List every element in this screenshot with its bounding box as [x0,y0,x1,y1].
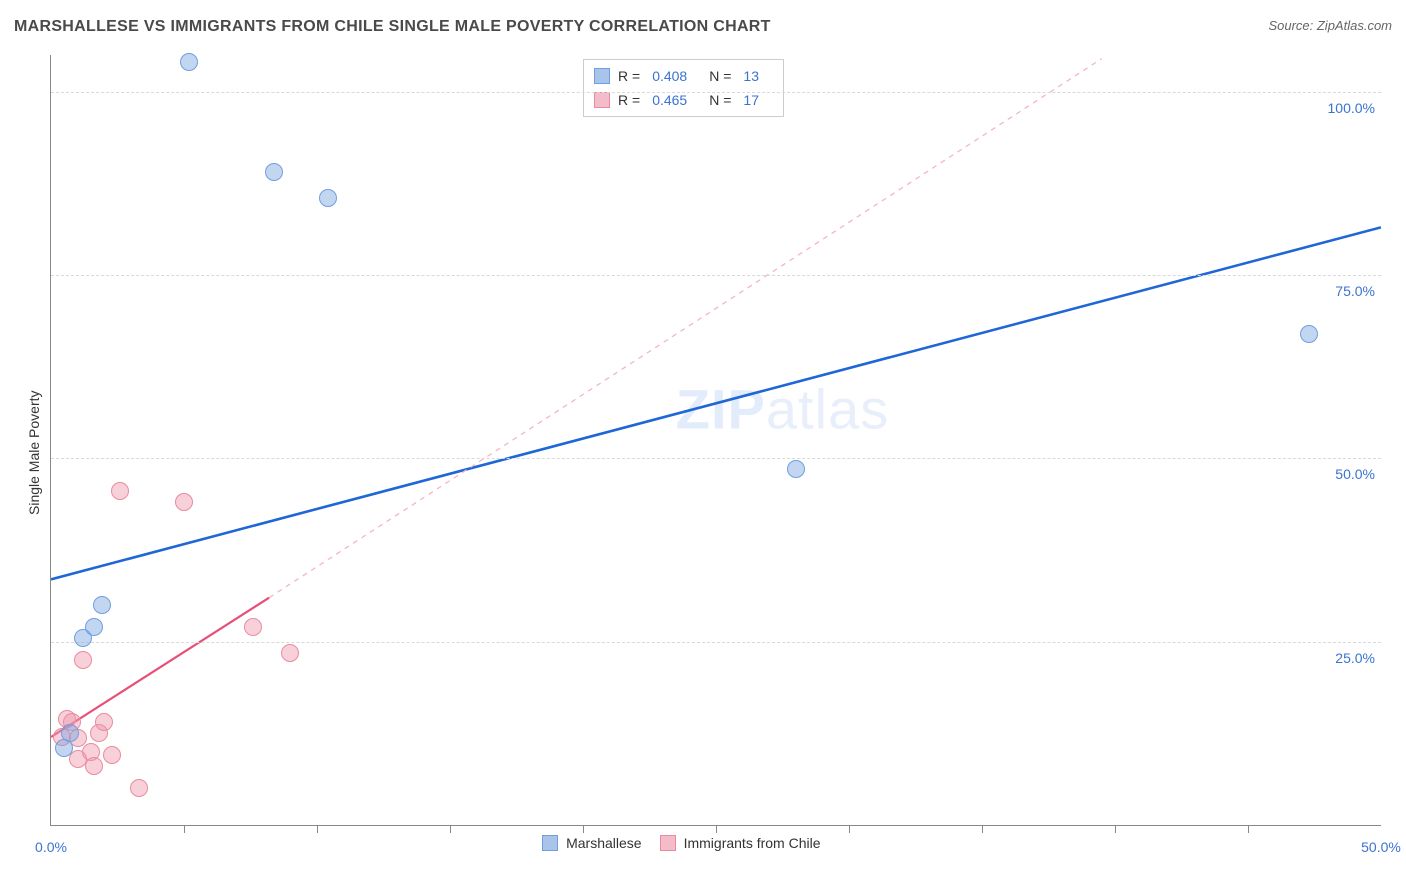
gridline [51,642,1381,643]
point-pink [74,651,92,669]
y-tick-label: 25.0% [1335,650,1375,666]
x-tick-minor [1115,825,1116,833]
y-tick-label: 100.0% [1328,100,1375,116]
x-tick-minor [716,825,717,833]
trend-line [51,227,1381,579]
legend-r-label: R = [618,92,640,108]
point-blue [180,53,198,71]
legend-swatch [594,92,610,108]
point-blue [93,596,111,614]
point-blue [319,189,337,207]
point-pink [130,779,148,797]
point-pink [111,482,129,500]
point-blue [85,618,103,636]
legend-r-value: 0.408 [652,68,687,84]
x-tick-minor [583,825,584,833]
legend-r-value: 0.465 [652,92,687,108]
x-tick-minor [849,825,850,833]
point-blue [61,724,79,742]
point-blue [787,460,805,478]
stats-legend-row: R = 0.408 N = 13 [594,64,773,88]
gridline [51,92,1381,93]
y-axis-label: Single Male Poverty [26,390,42,515]
x-tick-minor [1248,825,1249,833]
x-tick-minor [450,825,451,833]
legend-n-value: 13 [743,68,759,84]
legend-swatch [660,835,676,851]
stats-legend: R = 0.408 N = 13 R = 0.465 N = 17 [583,59,784,117]
legend-swatch [594,68,610,84]
legend-n-value: 17 [743,92,759,108]
series-legend-label: Immigrants from Chile [684,835,821,851]
x-tick-minor [982,825,983,833]
series-legend: Marshallese Immigrants from Chile [542,835,820,851]
series-legend-item: Marshallese [542,835,641,851]
point-pink [103,746,121,764]
chart-source: Source: ZipAtlas.com [1268,18,1392,33]
x-tick-label: 0.0% [35,839,67,855]
x-tick-minor [184,825,185,833]
series-legend-item: Immigrants from Chile [660,835,821,851]
chart-lines-svg [51,55,1381,825]
point-pink [85,757,103,775]
series-legend-label: Marshallese [566,835,641,851]
x-tick-label: 50.0% [1361,839,1401,855]
watermark: ZIPatlas [676,377,889,442]
gridline [51,275,1381,276]
watermark-atlas: atlas [766,378,889,441]
trend-line [269,59,1102,598]
legend-n-label: N = [709,68,731,84]
point-blue [265,163,283,181]
legend-r-label: R = [618,68,640,84]
watermark-zip: ZIP [676,378,766,441]
chart-plot-area: ZIPatlas R = 0.408 N = 13 R = 0.465 N = 17 25.0… [50,55,1381,826]
y-tick-label: 75.0% [1335,283,1375,299]
point-pink [281,644,299,662]
chart-title: MARSHALLESE VS IMMIGRANTS FROM CHILE SIN… [14,18,771,35]
point-pink [175,493,193,511]
gridline [51,458,1381,459]
legend-n-label: N = [709,92,731,108]
point-pink [244,618,262,636]
point-blue [1300,325,1318,343]
legend-swatch [542,835,558,851]
x-tick-minor [317,825,318,833]
y-tick-label: 50.0% [1335,466,1375,482]
point-pink [95,713,113,731]
